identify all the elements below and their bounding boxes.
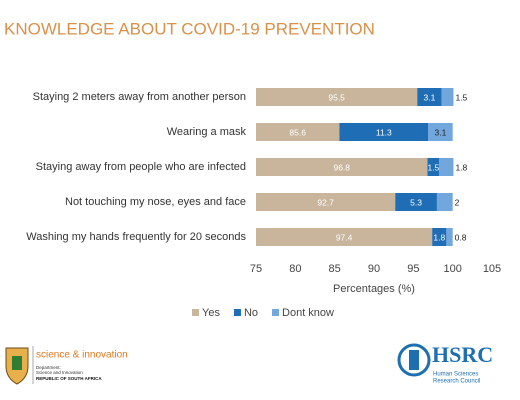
emblem-detail bbox=[12, 356, 22, 370]
legend-label: Yes bbox=[202, 307, 220, 319]
data-label: 3.1 bbox=[424, 92, 436, 102]
category-label: Staying away from people who are infecte… bbox=[36, 161, 246, 173]
left-logo: science & innovation Department: Science… bbox=[5, 346, 128, 385]
x-tick-label: 100 bbox=[443, 263, 461, 275]
bar-segment bbox=[256, 228, 433, 246]
data-label: 3.1 bbox=[435, 127, 447, 137]
bar-segment bbox=[441, 88, 454, 106]
data-label: 1.5 bbox=[455, 92, 467, 102]
data-label: 0.8 bbox=[455, 232, 467, 242]
data-label: 95.5 bbox=[328, 92, 345, 102]
bar-segment bbox=[339, 123, 429, 141]
logo-text: REPUBLIC OF SOUTH AFRICA bbox=[36, 376, 102, 381]
legend-label: Dont know bbox=[282, 307, 334, 319]
category-label: Not touching my nose, eyes and face bbox=[65, 196, 246, 208]
bar-segment bbox=[417, 88, 442, 106]
logo-text: Research Council bbox=[433, 379, 480, 385]
bar-segment bbox=[256, 193, 396, 211]
bar-segment bbox=[439, 158, 454, 176]
right-logo: HSRC Human Sciences Research Council bbox=[397, 342, 493, 385]
bar-segment bbox=[256, 88, 418, 106]
bar-segment bbox=[427, 158, 440, 176]
data-label: 85.6 bbox=[289, 127, 306, 137]
legend-label: No bbox=[244, 307, 258, 319]
logo-text: Human Sciences bbox=[433, 372, 478, 378]
bar-segment bbox=[256, 158, 428, 176]
logo-ring bbox=[397, 343, 431, 377]
x-tick-label: 90 bbox=[368, 263, 380, 275]
logo-name: HSRC bbox=[432, 342, 493, 367]
data-label: 2 bbox=[455, 197, 460, 207]
x-tick-label: 85 bbox=[329, 263, 341, 275]
category-label: Staying 2 meters away from another perso… bbox=[33, 91, 246, 103]
data-label: 1.8 bbox=[455, 162, 467, 172]
category-label: Wearing a mask bbox=[167, 126, 247, 138]
legend-swatch bbox=[192, 309, 199, 316]
legend-swatch bbox=[233, 309, 241, 316]
x-tick-label: 105 bbox=[483, 263, 501, 275]
chart-title: KNOWLEDGE ABOUT COVID-19 PREVENTION bbox=[4, 19, 375, 38]
x-tick-label: 95 bbox=[407, 263, 419, 275]
x-tick-label: 80 bbox=[289, 263, 301, 275]
x-axis-label: Percentages (%) bbox=[333, 283, 415, 295]
bar-segment bbox=[436, 193, 453, 211]
category-label: Washing my hands frequently for 20 secon… bbox=[26, 231, 246, 243]
bar-segment bbox=[428, 123, 453, 141]
bar-segment bbox=[446, 228, 453, 246]
data-label: 1.5 bbox=[427, 162, 439, 172]
bar-segment bbox=[395, 193, 437, 211]
bar-segment bbox=[432, 228, 447, 246]
logo-text: Department: bbox=[36, 365, 61, 370]
data-label: 96.8 bbox=[333, 162, 350, 172]
x-tick-label: 75 bbox=[250, 263, 262, 275]
logo-name: science & innovation bbox=[36, 350, 128, 361]
data-label: 5.3 bbox=[410, 197, 422, 207]
logo-text: Science and Innovation bbox=[36, 370, 83, 375]
data-label: 97.4 bbox=[336, 232, 353, 242]
data-label: 11.3 bbox=[376, 127, 392, 137]
bar-segment bbox=[256, 123, 340, 141]
legend-swatch bbox=[272, 309, 280, 316]
data-label: 92.7 bbox=[317, 197, 334, 207]
logo-figure bbox=[409, 350, 419, 370]
data-label: 1.8 bbox=[433, 232, 445, 242]
